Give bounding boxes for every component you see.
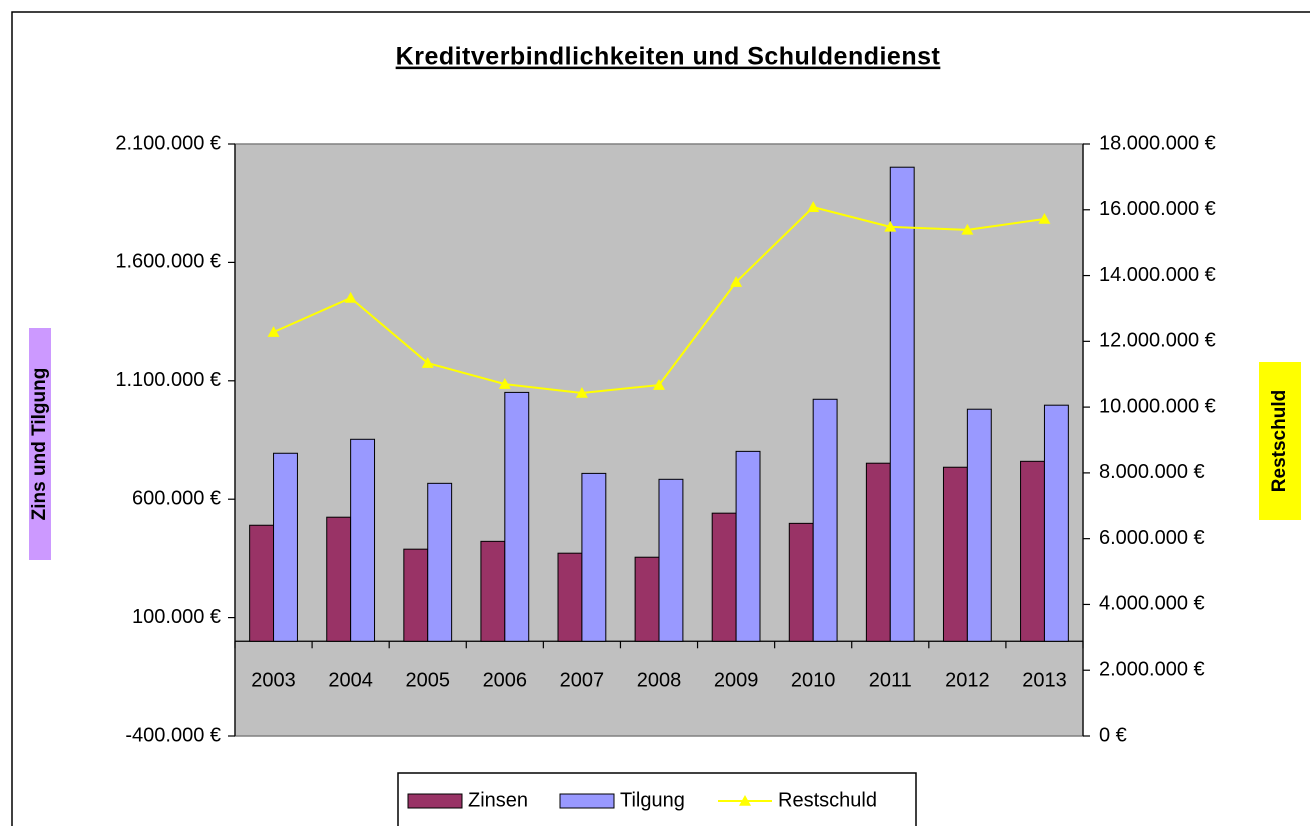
bar bbox=[326, 516, 352, 642]
y2-tick-label: 4.000.000 € bbox=[1099, 593, 1205, 615]
marker bbox=[267, 326, 280, 337]
marker bbox=[421, 357, 434, 368]
bar bbox=[658, 478, 684, 642]
x-tick-label: 2012 bbox=[945, 670, 990, 692]
bar bbox=[581, 472, 607, 642]
bar bbox=[350, 438, 376, 642]
y2-tick-label: 10.000.000 € bbox=[1099, 395, 1216, 417]
bar bbox=[480, 540, 506, 642]
bar bbox=[966, 408, 992, 642]
x-tick-label: 2008 bbox=[637, 670, 682, 692]
bar bbox=[865, 462, 891, 642]
y-tick-label: 100.000 € bbox=[132, 606, 221, 628]
x-tick-label: 2003 bbox=[251, 670, 296, 692]
legend-swatch bbox=[407, 793, 463, 809]
legend-label: Zinsen bbox=[468, 789, 528, 811]
y-tick-label: 1.600.000 € bbox=[115, 251, 221, 273]
legend bbox=[397, 772, 917, 826]
bar bbox=[273, 452, 298, 642]
bar bbox=[1043, 404, 1069, 642]
legend-label: Restschuld bbox=[778, 789, 877, 811]
y2-tick-label: 0 € bbox=[1099, 724, 1127, 746]
x-tick-label: 2010 bbox=[791, 670, 836, 692]
y-tick-label: 600.000 € bbox=[132, 487, 221, 509]
x-tick-label: 2009 bbox=[714, 670, 759, 692]
marker bbox=[884, 220, 897, 232]
y2-axis-title-bg bbox=[1259, 362, 1301, 520]
y-axis-title: Zins und Tilgung bbox=[29, 368, 50, 521]
marker bbox=[344, 291, 357, 303]
x-tick-label: 2006 bbox=[483, 670, 528, 692]
bar bbox=[504, 391, 530, 642]
bar bbox=[557, 552, 583, 642]
bar bbox=[403, 548, 429, 642]
bar bbox=[788, 522, 814, 642]
marker bbox=[575, 386, 588, 398]
legend-swatch bbox=[559, 793, 615, 809]
y2-tick-label: 8.000.000 € bbox=[1099, 461, 1205, 483]
marker bbox=[730, 276, 743, 287]
x-tick-label: 2011 bbox=[869, 670, 912, 692]
marker bbox=[498, 378, 511, 389]
y2-tick-label: 12.000.000 € bbox=[1099, 330, 1216, 352]
bar bbox=[735, 450, 761, 642]
bar bbox=[711, 512, 737, 642]
x-tick-label: 2005 bbox=[405, 670, 450, 692]
legend-label: Tilgung bbox=[620, 789, 685, 811]
y2-tick-label: 2.000.000 € bbox=[1099, 659, 1205, 681]
bar bbox=[249, 524, 275, 642]
marker bbox=[1038, 212, 1051, 224]
y2-tick-label: 18.000.000 € bbox=[1099, 132, 1216, 154]
y2-tick-label: 16.000.000 € bbox=[1099, 198, 1216, 220]
bar bbox=[427, 482, 453, 642]
y-tick-label: -400.000 € bbox=[125, 724, 221, 746]
y-axis-title-bg bbox=[29, 328, 51, 560]
marker bbox=[653, 379, 665, 390]
bar bbox=[1020, 460, 1045, 642]
x-tick-label: 2007 bbox=[560, 670, 605, 692]
bar bbox=[889, 166, 915, 642]
bar bbox=[942, 466, 968, 642]
bar bbox=[812, 398, 838, 642]
y-tick-label: 1.100.000 € bbox=[115, 369, 221, 391]
x-tick-label: 2013 bbox=[1022, 670, 1067, 692]
y-tick-label: 2.100.000 € bbox=[115, 132, 221, 154]
marker bbox=[807, 201, 820, 212]
bar bbox=[634, 556, 660, 642]
legend-marker bbox=[739, 795, 751, 806]
chart-title: Kreditverbindlichkeiten und Schuldendien… bbox=[396, 43, 941, 71]
y2-tick-label: 6.000.000 € bbox=[1099, 527, 1205, 549]
y2-axis-title: Restschuld bbox=[1269, 390, 1290, 492]
x-tick-label: 2004 bbox=[328, 670, 373, 692]
y2-tick-label: 14.000.000 € bbox=[1099, 264, 1216, 286]
marker bbox=[961, 223, 974, 235]
